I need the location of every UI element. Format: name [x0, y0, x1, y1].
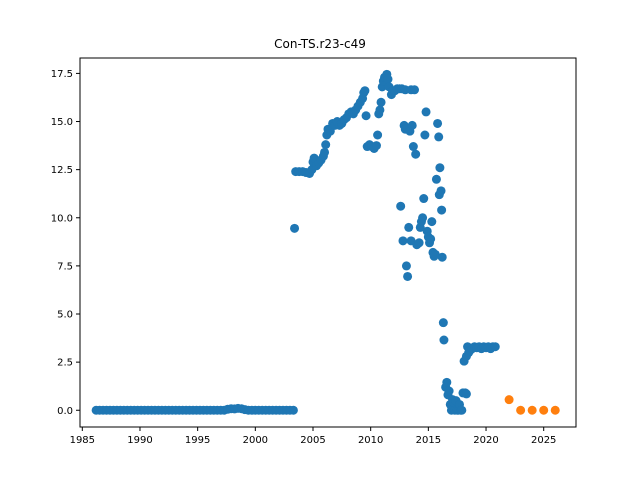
y-tick-label: 10.0	[51, 213, 73, 224]
data-point	[439, 335, 449, 345]
x-tick-label: 2020	[473, 435, 498, 446]
data-point	[398, 236, 408, 246]
data-point	[437, 252, 447, 262]
y-tick-label: 2.5	[57, 358, 73, 369]
data-point	[418, 213, 428, 223]
data-point	[375, 105, 385, 115]
data-point	[461, 389, 471, 399]
data-point	[383, 74, 393, 84]
data-point	[435, 163, 445, 173]
y-tick-label: 12.5	[51, 165, 73, 176]
x-tick-label: 1985	[70, 435, 95, 446]
data-point	[320, 147, 330, 157]
data-point	[396, 201, 406, 211]
series-2	[504, 395, 560, 415]
data-point	[433, 118, 443, 128]
plot-frame	[79, 57, 577, 428]
data-point	[410, 85, 420, 95]
y-tick-label: 5.0	[57, 310, 73, 321]
data-point	[401, 261, 411, 271]
y-tick-label: 7.5	[57, 261, 73, 272]
data-point	[407, 120, 417, 130]
data-point	[442, 377, 452, 387]
data-point	[490, 342, 500, 352]
data-point	[361, 111, 371, 121]
data-point	[527, 405, 537, 415]
data-point	[373, 130, 383, 140]
data-point	[437, 205, 447, 215]
data-point	[430, 249, 440, 259]
data-point	[408, 142, 418, 152]
x-tick-label: 1995	[185, 435, 210, 446]
data-point	[360, 86, 370, 96]
x-tick-label: 1990	[127, 435, 152, 446]
chart-title: Con-TS.r23-c49	[274, 37, 366, 51]
data-point	[403, 271, 413, 281]
data-point	[434, 132, 444, 142]
data-point	[444, 386, 454, 396]
data-point	[288, 405, 298, 415]
x-tick-label: 2015	[416, 435, 441, 446]
data-point	[516, 405, 526, 415]
x-tick-label: 2025	[531, 435, 556, 446]
x-tick-label: 2005	[300, 435, 325, 446]
data-point	[290, 223, 300, 233]
data-point	[414, 238, 424, 248]
x-tick-label: 2000	[243, 435, 268, 446]
data-point	[438, 318, 448, 328]
data-point	[376, 97, 386, 107]
data-point	[404, 222, 414, 232]
data-point	[539, 405, 549, 415]
data-point	[436, 186, 446, 196]
series-1	[91, 69, 500, 415]
data-point	[427, 217, 437, 227]
data-point	[321, 140, 331, 150]
data-point	[371, 141, 381, 151]
data-point	[421, 107, 431, 117]
y-tick-label: 17.5	[51, 69, 73, 80]
y-tick-label: 0.0	[57, 406, 73, 417]
data-points	[91, 69, 560, 415]
data-point	[420, 130, 430, 140]
data-point	[457, 405, 467, 415]
y-tick-label: 15.0	[51, 117, 73, 128]
data-point	[431, 174, 441, 184]
data-point	[419, 194, 429, 204]
data-point	[411, 149, 421, 159]
x-tick-label: 2010	[358, 435, 383, 446]
axis-ticks: 1985 1990 1995 2000 2005 2010 2015 2020 2025 0.0 2…	[51, 69, 557, 446]
data-point	[504, 395, 514, 405]
data-point	[426, 234, 436, 244]
data-point	[550, 405, 560, 415]
